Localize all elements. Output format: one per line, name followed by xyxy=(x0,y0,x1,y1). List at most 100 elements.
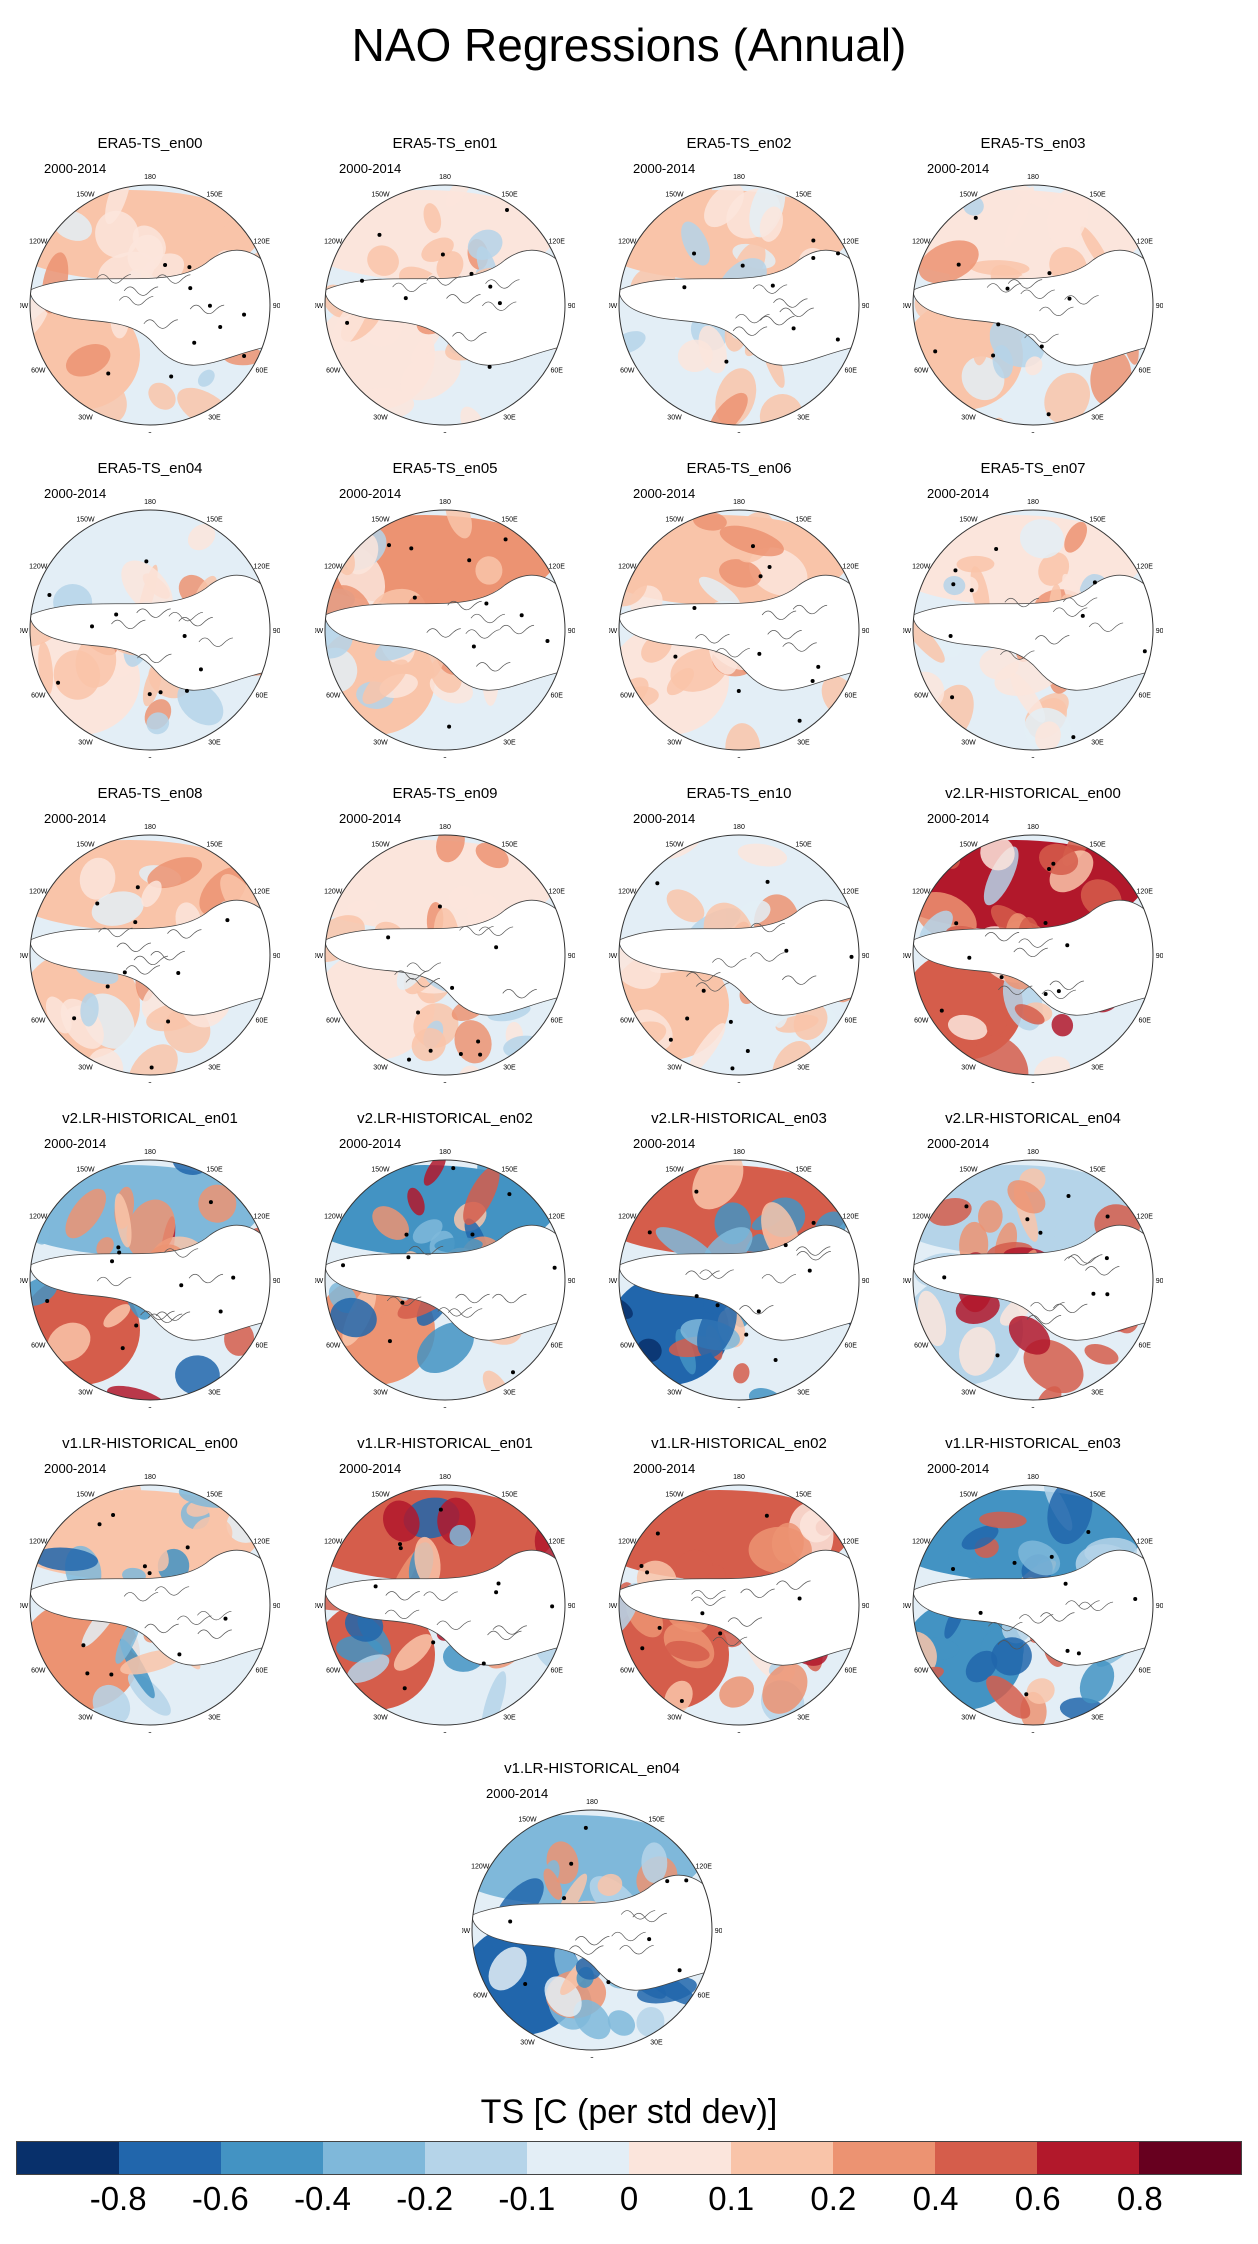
longitude-label: 30W xyxy=(78,1065,93,1072)
longitude-label: 120W xyxy=(618,1214,637,1221)
longitude-label: 60E xyxy=(255,1343,268,1350)
longitude-label: 0 xyxy=(1031,1732,1035,1733)
polar-map: 180 150E 120E 90E 60E 30E 0 30W 60W 90W 120W 150W xyxy=(903,824,1163,1083)
polar-map: 180 150E 120E 90E 60E 30E 0 30W 60W 90W 120W 150W xyxy=(315,1149,575,1408)
longitude-label: 30W xyxy=(667,1715,682,1722)
map-panel: v1.LR-HISTORICAL_en04 2000-2014 180 150E 120… xyxy=(462,1760,722,2060)
longitude-label: 90W xyxy=(315,628,324,635)
longitude-label: 180 xyxy=(439,1149,451,1156)
panel-title: v2.LR-HISTORICAL_en03 xyxy=(651,1110,827,1127)
map-panel: ERA5-TS_en00 2000-2014 180 150E 120E 90E 60E 30… xyxy=(20,135,280,435)
longitude-label: 60E xyxy=(1138,1018,1151,1025)
longitude-label: 120E xyxy=(843,564,860,571)
longitude-label: 60W xyxy=(620,368,635,375)
longitude-label: 60W xyxy=(914,1668,929,1675)
longitude-label: 90W xyxy=(609,628,618,635)
colorbar-tick-label: 0.4 xyxy=(912,2180,959,2217)
longitude-label: 120E xyxy=(254,1539,271,1546)
colorbar-tick-label: -0.6 xyxy=(191,2180,249,2217)
longitude-label: 90W xyxy=(20,303,29,310)
map-boundary xyxy=(324,834,566,1076)
longitude-label: 60E xyxy=(255,693,268,700)
longitude-label: 150E xyxy=(206,841,223,848)
longitude-label: 0 xyxy=(737,1407,741,1408)
polar-map: 180 150E 120E 90E 60E 30E 0 30W 60W 90W 120W 150W xyxy=(315,174,575,433)
map-boundary xyxy=(912,1159,1154,1401)
longitude-label: 90W xyxy=(903,1603,912,1610)
longitude-label: 0 xyxy=(1031,1407,1035,1408)
longitude-label: 120W xyxy=(29,564,48,571)
longitude-label: 60W xyxy=(914,1343,929,1350)
longitude-label: 90W xyxy=(903,1278,912,1285)
longitude-label: 30W xyxy=(961,1390,976,1397)
longitude-label: 30W xyxy=(961,740,976,747)
polar-map: 180 150E 120E 90E 60E 30E 0 30W 60W 90W 120W 150W xyxy=(20,824,280,1083)
longitude-label: 120E xyxy=(549,1214,566,1221)
longitude-label: 60W xyxy=(326,693,341,700)
longitude-label: 0 xyxy=(148,432,152,433)
longitude-label: 120W xyxy=(912,1214,931,1221)
longitude-label: 30W xyxy=(373,740,388,747)
longitude-label: 90E xyxy=(862,628,869,635)
longitude-label: 0 xyxy=(148,1732,152,1733)
longitude-label: 150W xyxy=(76,1491,95,1498)
longitude-label: 0 xyxy=(148,757,152,758)
map-panel: v1.LR-HISTORICAL_en01 2000-2014 180 150E 120… xyxy=(315,1435,575,1735)
colorbar-swatch xyxy=(221,2142,323,2174)
map-boundary xyxy=(324,509,566,751)
colorbar-tick-label: 0.2 xyxy=(810,2180,857,2217)
longitude-label: 90E xyxy=(1156,1603,1163,1610)
polar-map: 180 150E 120E 90E 60E 30E 0 30W 60W 90W 120W 150W xyxy=(609,174,869,433)
panel-period-label: 2000-2014 xyxy=(927,1136,990,1151)
longitude-label: 120E xyxy=(843,1539,860,1546)
longitude-label: 120E xyxy=(1137,564,1154,571)
longitude-label: 150W xyxy=(371,191,390,198)
longitude-label: 30W xyxy=(78,1715,93,1722)
longitude-label: 0 xyxy=(443,1082,447,1083)
longitude-label: 120E xyxy=(254,1214,271,1221)
colorbar-tick-label: -0.2 xyxy=(396,2180,454,2217)
map-boundary xyxy=(29,1484,271,1726)
longitude-label: 120E xyxy=(843,1214,860,1221)
map-panel: v1.LR-HISTORICAL_en03 2000-2014 180 150E 120… xyxy=(903,1435,1163,1735)
panel-title: v1.LR-HISTORICAL_en03 xyxy=(945,1435,1121,1452)
longitude-label: 30E xyxy=(1091,1390,1104,1397)
longitude-label: 30E xyxy=(797,1390,810,1397)
longitude-label: 60W xyxy=(31,368,46,375)
longitude-label: 150E xyxy=(1089,841,1106,848)
longitude-label: 120E xyxy=(1137,1214,1154,1221)
map-panel: ERA5-TS_en10 2000-2014 180 150E 120E 90E 60E 30… xyxy=(609,785,869,1085)
longitude-label: 90E xyxy=(568,1278,575,1285)
longitude-label: 120E xyxy=(549,239,566,246)
longitude-label: 150E xyxy=(501,516,518,523)
longitude-label: 120W xyxy=(29,1539,48,1546)
longitude-label: 30E xyxy=(1091,415,1104,422)
colorbar-swatch xyxy=(1037,2142,1139,2174)
longitude-label: 90W xyxy=(315,953,324,960)
panel-title: ERA5-TS_en09 xyxy=(392,785,498,802)
longitude-label: 120E xyxy=(549,889,566,896)
longitude-label: 90W xyxy=(315,1278,324,1285)
longitude-label: 90W xyxy=(20,1603,29,1610)
longitude-label: 120W xyxy=(618,1539,637,1546)
longitude-label: 60E xyxy=(550,368,563,375)
polar-map: 180 150E 120E 90E 60E 30E 0 30W 60W 90W 120W 150W xyxy=(20,174,280,433)
longitude-label: 150W xyxy=(665,1491,684,1498)
longitude-label: 120W xyxy=(324,239,343,246)
longitude-label: 30E xyxy=(208,740,221,747)
longitude-label: 90W xyxy=(609,1278,618,1285)
longitude-label: 30E xyxy=(208,1065,221,1072)
longitude-label: 0 xyxy=(148,1407,152,1408)
longitude-label: 90W xyxy=(20,1278,29,1285)
longitude-label: 120E xyxy=(1137,1539,1154,1546)
longitude-label: 120W xyxy=(618,239,637,246)
longitude-label: 150W xyxy=(959,191,978,198)
longitude-label: 180 xyxy=(439,499,451,506)
longitude-label: 60W xyxy=(914,693,929,700)
longitude-label: 30E xyxy=(503,1715,516,1722)
longitude-label: 60W xyxy=(326,1018,341,1025)
panel-title: ERA5-TS_en04 xyxy=(97,460,203,477)
colorbar xyxy=(16,2141,1242,2175)
map-boundary xyxy=(618,509,860,751)
colorbar-swatch xyxy=(119,2142,221,2174)
